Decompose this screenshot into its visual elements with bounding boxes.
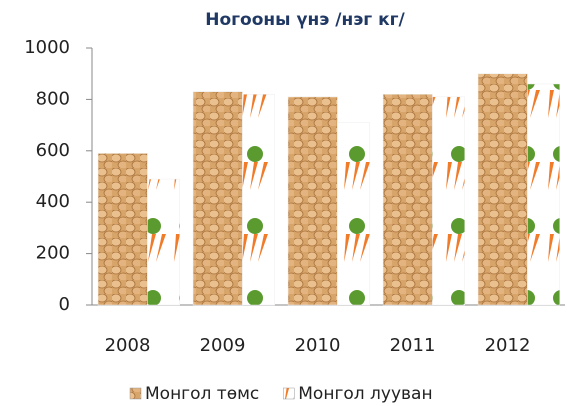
chart-title: Ногооны үнэ /нэг кг/ [205,10,405,30]
bar [337,122,371,306]
bar [477,73,528,306]
y-tick-label: 400 [36,191,70,212]
x-tick-label: 2010 [295,335,341,356]
x-tick-label: 2011 [390,335,436,356]
y-tick-label: 200 [36,243,70,264]
bar [287,96,338,306]
bar [147,178,180,306]
y-tick-label: 600 [36,140,70,161]
y-tick-label: 0 [59,294,70,315]
x-tick-label: 2012 [485,335,531,356]
bar [242,94,275,306]
bar [527,83,561,306]
x-tick-label: 2009 [200,335,246,356]
bar [97,153,148,306]
legend-swatch [129,387,142,400]
bar [432,96,466,306]
y-tick-label: 800 [36,88,70,109]
legend-swatch [283,387,295,400]
y-tick-label: 1000 [24,37,70,58]
legend-label: Монгол төмс [145,384,259,404]
legend-label: Монгол лууван [298,384,432,404]
bar [192,91,243,306]
x-tick-label: 2008 [105,335,151,356]
bar [382,94,433,306]
